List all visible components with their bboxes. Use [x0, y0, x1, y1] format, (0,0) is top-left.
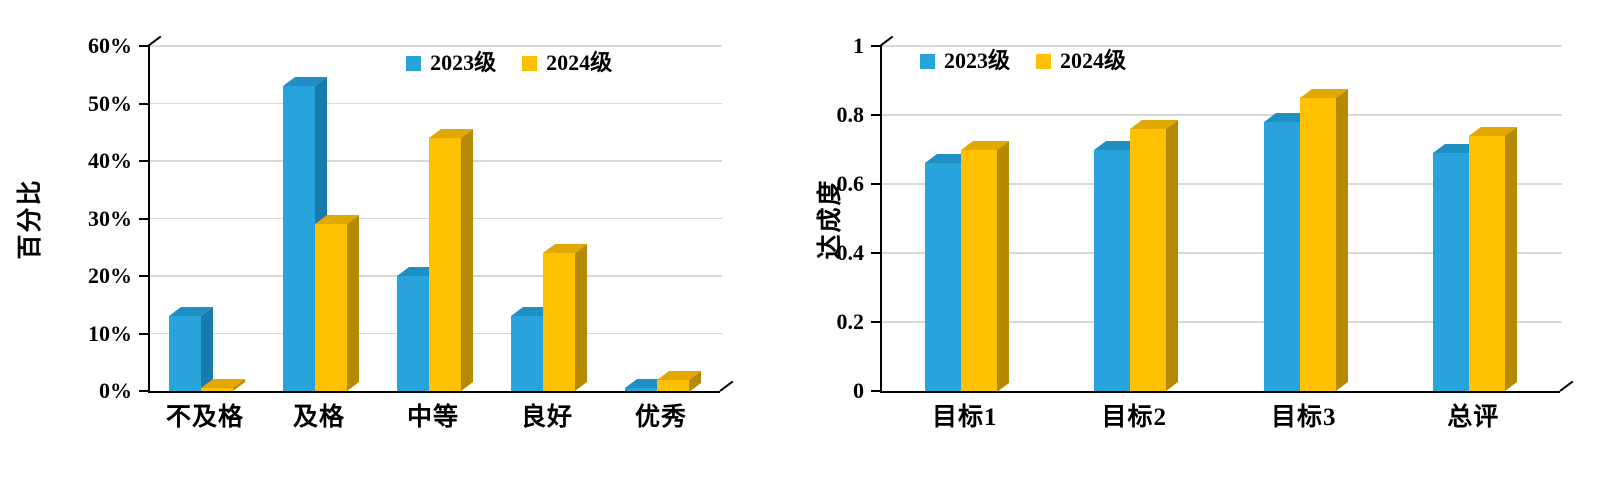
y-tick-mark — [871, 321, 882, 323]
x-category-label: 中等 — [406, 404, 460, 431]
y-tick-mark — [871, 183, 882, 185]
y-tick-label: 0.4 — [836, 240, 865, 265]
bar — [1299, 97, 1336, 391]
y-tick-label: 0.8 — [836, 102, 865, 127]
legend-item: 2023级 — [920, 50, 1010, 72]
bar — [315, 224, 347, 391]
bar — [511, 316, 543, 391]
x-category-label: 优秀 — [634, 404, 688, 431]
y-tick-mark — [871, 390, 882, 392]
legend: 2023级 2024级 — [920, 50, 1126, 72]
gridline — [882, 45, 1562, 47]
x-category-label: 目标3 — [1270, 404, 1337, 431]
legend-label: 2024级 — [546, 50, 613, 75]
x-category-label: 总评 — [1447, 404, 1500, 431]
legend-item: 2024级 — [522, 52, 612, 74]
plot-area: 2023级 2024级 — [871, 35, 1574, 393]
y-tick-label: 30% — [88, 205, 132, 231]
bar — [1130, 128, 1167, 391]
legend-swatch-icon — [1036, 53, 1052, 69]
y-axis-ticks: 0% 10% 20% 30% 40% 50% 60% — [0, 35, 132, 402]
legend-swatch-icon — [406, 55, 422, 71]
x-category-label: 目标2 — [1101, 404, 1168, 431]
legend-item: 2024级 — [1036, 50, 1126, 72]
gridline — [150, 102, 722, 104]
bar — [924, 163, 961, 391]
y-tick-mark — [139, 160, 150, 162]
legend-label: 2024级 — [1060, 48, 1127, 73]
legend-item: 2023级 — [406, 52, 496, 74]
axis-3d-edge-bottom-icon — [1559, 380, 1574, 392]
legend-swatch-icon — [920, 53, 935, 69]
x-category-label: 不及格 — [165, 404, 245, 431]
y-tick-label: 1 — [853, 33, 864, 58]
y-tick-label: 50% — [88, 90, 132, 116]
gridline — [150, 45, 722, 47]
y-tick-mark — [139, 102, 150, 105]
chart-score-distribution: 百分比 0% 10% 20% 30% 40% 50% 60% 2023级 2024级 不及格及… — [0, 0, 770, 485]
chart-goal-achievement: 达成度 0 0.2 0.4 0.6 0.8 1 2023级 2024级 目标1 目标2 目标3 总… — [800, 0, 1598, 485]
bar — [657, 379, 689, 391]
x-category-label: 良好 — [520, 404, 574, 431]
gridline — [882, 321, 1562, 323]
gridline — [882, 114, 1562, 116]
y-tick-mark — [139, 390, 150, 392]
bar — [1469, 135, 1506, 391]
y-tick-label: 0% — [99, 378, 132, 403]
x-axis-labels: 目标1 目标2 目标3 总评 — [880, 401, 1560, 443]
bar — [1094, 149, 1131, 391]
bar — [1263, 121, 1300, 391]
gridline — [882, 183, 1562, 185]
bar — [429, 138, 461, 391]
bar — [960, 149, 997, 391]
bar — [1433, 152, 1470, 391]
bar — [625, 388, 657, 391]
y-tick-label: 0 — [853, 378, 864, 403]
y-tick-label: 20% — [88, 263, 132, 288]
axis-3d-edge-bottom-icon — [719, 380, 734, 392]
bar — [543, 253, 575, 391]
legend-swatch-icon — [522, 55, 538, 71]
bar — [397, 276, 429, 391]
gridline — [882, 252, 1562, 254]
y-tick-label: 10% — [88, 320, 132, 346]
y-tick-mark — [139, 217, 150, 220]
bar — [283, 86, 315, 391]
y-tick-label: 0.6 — [836, 171, 865, 196]
legend: 2023级 2024级 — [406, 52, 612, 74]
x-category-label: 及格 — [292, 404, 346, 431]
bar — [169, 316, 201, 391]
y-axis-ticks: 0 0.2 0.4 0.6 0.8 1 — [800, 35, 865, 402]
x-axis-labels: 不及格 及格 中等 良好 优秀 — [148, 401, 720, 443]
plot-area: 2023级 2024级 — [139, 35, 734, 393]
y-tick-mark — [139, 332, 150, 335]
y-tick-mark — [871, 252, 882, 254]
x-category-label: 目标1 — [931, 404, 998, 431]
legend-label: 2023级 — [430, 50, 497, 75]
y-tick-label: 0.2 — [836, 309, 865, 334]
y-tick-mark — [139, 275, 150, 277]
bar — [201, 388, 233, 391]
y-tick-mark — [871, 45, 882, 47]
y-tick-label: 60% — [88, 33, 132, 58]
y-tick-label: 40% — [88, 148, 132, 173]
y-tick-mark — [139, 45, 150, 47]
y-tick-mark — [871, 114, 882, 116]
legend-label: 2023级 — [944, 48, 1011, 73]
